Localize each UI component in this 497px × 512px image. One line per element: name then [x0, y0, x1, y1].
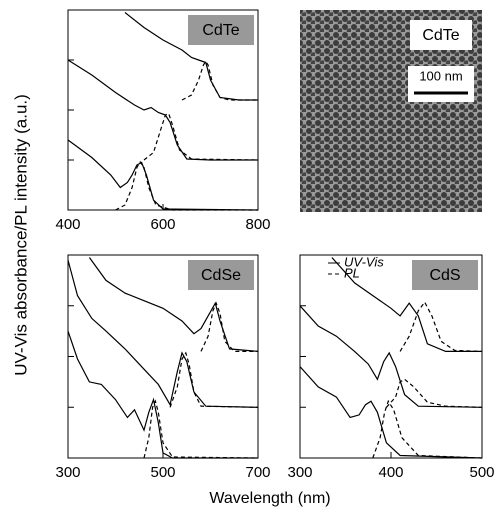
panel-label: CdS — [429, 267, 460, 284]
spectrum-line — [115, 160, 258, 211]
spectrum-line — [169, 351, 259, 408]
spectrum-line — [143, 399, 259, 459]
legend-label: PL — [344, 265, 360, 280]
spectrum-line — [299, 305, 483, 408]
legend-label: UV-Vis — [344, 254, 384, 269]
x-tick-label: 600 — [150, 216, 175, 233]
spectrum-line — [181, 60, 258, 101]
spectrum-line — [67, 59, 258, 161]
scale-bar-label: 100 nm — [419, 68, 462, 83]
scale-bar-box — [408, 66, 474, 102]
panel-label-box — [188, 15, 254, 45]
x-tick-label: 800 — [245, 216, 270, 233]
x-tick-label: 300 — [55, 464, 80, 481]
spectrum-line — [124, 12, 258, 101]
spectrum-line — [200, 301, 258, 352]
image-label-box — [410, 20, 472, 50]
x-tick-label: 500 — [469, 464, 494, 481]
spectrum-line — [372, 399, 483, 459]
spectrum-line — [88, 257, 259, 352]
panel-label: CdTe — [202, 22, 239, 39]
spectrum-line — [67, 330, 258, 459]
x-tick-label: 700 — [245, 464, 270, 481]
spectrum-line — [67, 139, 259, 211]
spectrum-line — [143, 112, 259, 161]
image-label: CdTe — [422, 27, 459, 44]
x-axis-label: Wavelength (nm) — [209, 490, 330, 507]
x-tick-label: 300 — [287, 464, 312, 481]
panel-label-box — [412, 260, 478, 290]
panel-label: CdSe — [201, 267, 241, 284]
x-tick-label: 400 — [55, 216, 80, 233]
x-tick-label: 500 — [150, 464, 175, 481]
spectrum-line — [331, 257, 482, 352]
x-tick-label: 400 — [378, 464, 403, 481]
spectrum-line — [399, 301, 483, 352]
spectrum-line — [385, 378, 483, 408]
spectrum-line — [299, 366, 483, 459]
y-axis-label: UV-Vis absorbance/PL intensity (a.u.) — [11, 94, 30, 376]
panel-label-box — [188, 260, 254, 290]
tem-image: CdTe 100 nm — [300, 10, 482, 212]
